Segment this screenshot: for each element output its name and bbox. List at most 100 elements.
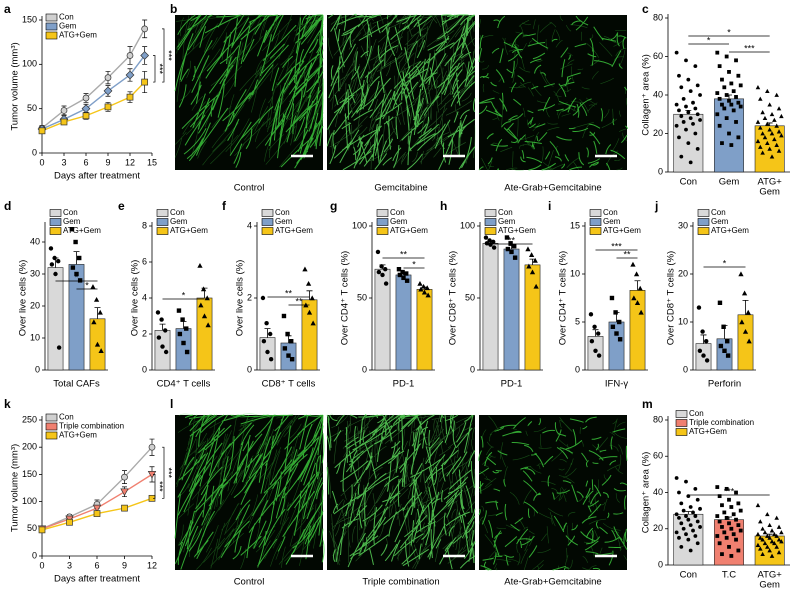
- marker: [779, 133, 784, 138]
- marker: [758, 96, 763, 101]
- marker: [483, 235, 489, 240]
- marker: [700, 329, 705, 334]
- marker: [91, 319, 97, 325]
- marker: [93, 296, 100, 302]
- marker: [769, 131, 775, 136]
- marker: [760, 150, 765, 155]
- marker: [688, 523, 693, 528]
- panel-letter: b: [170, 2, 177, 16]
- marker: [776, 550, 782, 555]
- marker: [772, 136, 777, 142]
- significance-label: **: [285, 288, 293, 298]
- marker: [197, 262, 203, 268]
- marker: [674, 102, 679, 107]
- marker: [738, 271, 744, 277]
- marker: [104, 103, 112, 111]
- significance-label: ***: [611, 241, 622, 251]
- marker: [681, 526, 686, 531]
- marker: [180, 317, 185, 322]
- legend-label: Con: [59, 13, 74, 22]
- marker: [184, 326, 189, 331]
- image-caption: Triple combination: [362, 577, 439, 588]
- y-axis-label: Collagen⁺ area (%): [641, 54, 652, 136]
- significance-label: *: [75, 272, 79, 282]
- marker: [404, 278, 410, 283]
- marker: [286, 353, 291, 358]
- marker: [776, 537, 782, 542]
- marker: [491, 239, 496, 245]
- marker: [155, 310, 161, 315]
- x-tick-label: 15: [147, 157, 157, 167]
- marker: [396, 267, 402, 272]
- marker: [691, 121, 695, 126]
- y-tick-label: 150: [22, 469, 37, 479]
- marker: [512, 255, 518, 260]
- marker: [684, 58, 688, 63]
- marker: [159, 317, 164, 322]
- y-tick-label: 0: [658, 166, 663, 176]
- marker: [765, 88, 770, 94]
- legend-label: ATG+Gem: [170, 226, 208, 235]
- marker: [163, 349, 169, 355]
- marker: [52, 255, 57, 261]
- marker: [717, 123, 722, 128]
- marker: [769, 528, 775, 533]
- y-axis-label: Over live cells (%): [130, 260, 141, 337]
- marker: [383, 281, 389, 286]
- marker: [724, 515, 729, 520]
- marker: [679, 85, 684, 90]
- error-bar: [73, 251, 80, 265]
- marker: [49, 262, 55, 267]
- panel-letter: i: [548, 199, 551, 213]
- marker: [738, 508, 743, 513]
- marker: [684, 127, 688, 132]
- marker: [674, 50, 679, 55]
- legend-label: Gem: [711, 217, 729, 226]
- marker: [767, 548, 772, 553]
- marker: [774, 533, 779, 538]
- marker: [758, 535, 763, 540]
- marker: [741, 290, 748, 296]
- marker: [688, 160, 693, 165]
- legend-swatch: [261, 209, 274, 217]
- legend-swatch: [45, 431, 58, 440]
- y-axis-label: Over live cells (%): [18, 260, 29, 337]
- marker: [765, 121, 770, 126]
- marker: [774, 544, 779, 549]
- marker: [596, 353, 602, 358]
- y-tick-label: 100: [22, 496, 37, 506]
- marker: [400, 269, 405, 275]
- legend-label: ATG+Gem: [498, 226, 536, 235]
- legend-label: Gem: [63, 217, 81, 226]
- significance-label: ***: [164, 50, 174, 61]
- marker: [141, 25, 149, 33]
- y-tick-label: 50: [27, 103, 37, 113]
- marker: [383, 267, 388, 272]
- marker: [686, 537, 691, 542]
- x-tick-label: Con: [680, 177, 697, 188]
- legend-swatch: [45, 13, 58, 22]
- legend-label: Con: [689, 409, 704, 418]
- marker: [681, 508, 686, 513]
- error-bar: [94, 307, 101, 319]
- y-tick-label: 0: [32, 147, 37, 157]
- marker: [762, 135, 768, 140]
- marker: [769, 539, 775, 544]
- marker: [677, 490, 681, 495]
- marker: [767, 127, 772, 132]
- significance-label: **: [623, 249, 631, 259]
- marker: [310, 320, 316, 326]
- legend-label: Triple combination: [689, 418, 754, 427]
- bar: [47, 267, 64, 371]
- y-tick-label: 80: [653, 414, 663, 424]
- marker: [684, 479, 688, 484]
- marker: [198, 302, 204, 308]
- marker: [418, 286, 424, 292]
- marker: [722, 348, 727, 353]
- marker: [698, 93, 702, 97]
- marker: [774, 515, 779, 520]
- marker: [204, 295, 210, 301]
- significance-label: **: [508, 235, 516, 245]
- marker: [739, 319, 745, 325]
- marker: [698, 506, 702, 511]
